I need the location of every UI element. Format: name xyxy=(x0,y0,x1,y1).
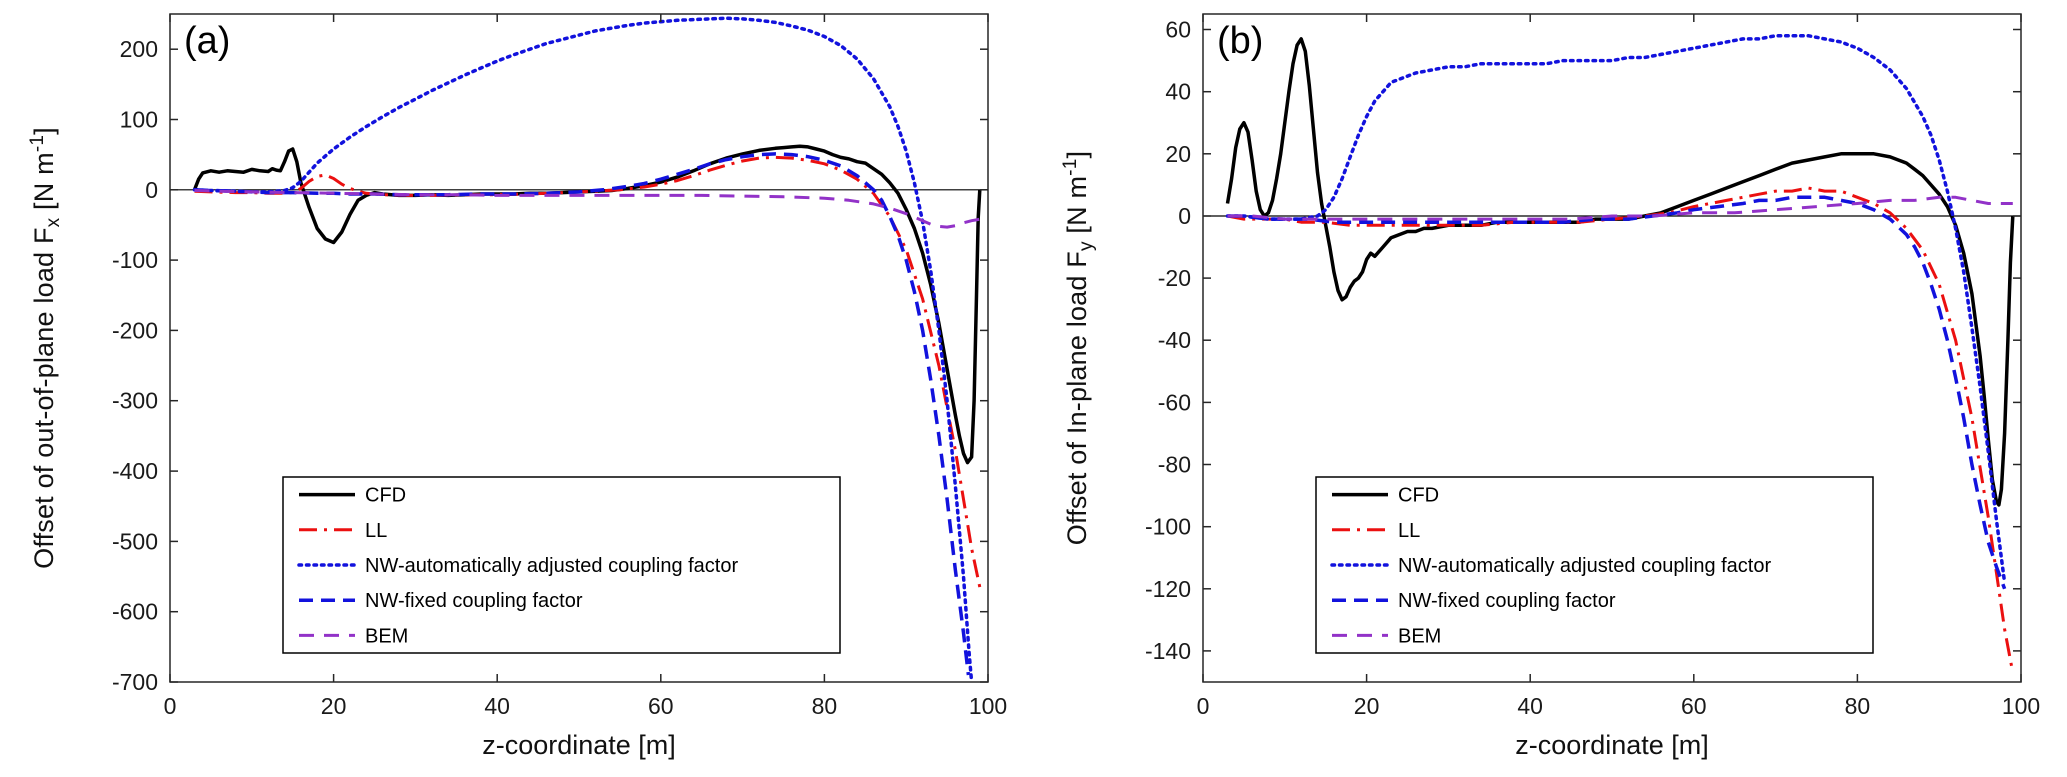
legend-label: NW-fixed coupling factor xyxy=(365,590,583,612)
series-nw-automatically-adjusted-coupling-factor xyxy=(192,16,974,682)
legend-label: NW-automatically adjusted coupling facto… xyxy=(1398,555,1771,577)
series-ll xyxy=(1227,186,2015,673)
series-nw-fixed-coupling-factor xyxy=(194,152,971,676)
x-tick-label: 0 xyxy=(1197,693,1210,719)
y-tick-label: 100 xyxy=(120,107,158,133)
x-tick-label: 0 xyxy=(164,693,177,719)
plot-a-canvas: 0 20 40 60 80 100 200 100 0 -100 -200 -300 -400 -500 -… xyxy=(112,13,1007,719)
legend-label: BEM xyxy=(365,625,408,647)
ylabel-b-unit-close: ] xyxy=(1061,150,1092,159)
x-axis-label-a: z-coordinate [m] xyxy=(482,730,676,760)
legend-label: CFD xyxy=(1398,485,1439,507)
ylabel-a-unit-open: [N m xyxy=(28,152,59,218)
x-tick-label: 40 xyxy=(484,693,510,719)
y-tick-label: 40 xyxy=(1165,79,1191,105)
legend-label: BEM xyxy=(1398,625,1441,647)
y-tick-label: -100 xyxy=(1145,514,1191,540)
x-tick-label: 80 xyxy=(812,693,838,719)
y-tick-label: -300 xyxy=(112,388,158,414)
x-tick-label: 100 xyxy=(969,693,1007,719)
axes-box xyxy=(1202,13,2022,683)
legend-label: LL xyxy=(365,520,387,542)
y-tick-label: -100 xyxy=(112,247,158,273)
x-tick-label: 40 xyxy=(1517,693,1543,719)
plot-b-canvas: 0 20 40 60 80 100 60 40 20 0 -20 -40 -60 -80 -100 -120 -… xyxy=(1145,13,2040,719)
series-cfd xyxy=(1225,37,2015,507)
y-axis-label-b: Offset of In-plane load Fy [N m-1] xyxy=(1060,151,1098,545)
ylabel-a-text: Offset of out-of-plane load F xyxy=(28,227,59,569)
series-nw-fixed-coupling-factor xyxy=(1227,195,2007,590)
x-tick-label: 80 xyxy=(1845,693,1871,719)
legend-box xyxy=(1315,476,1874,654)
y-tick-label: -500 xyxy=(112,528,158,554)
y-tick-label: -700 xyxy=(112,669,158,695)
y-tick-label: 60 xyxy=(1165,17,1191,43)
panel-b: 0 20 40 60 80 100 60 40 20 0 -20 -40 -60 -80 -100 -120 -… xyxy=(1033,0,2066,777)
x-tick-label: 60 xyxy=(648,693,674,719)
panel-a: 0 20 40 60 80 100 200 100 0 -100 -200 -300 -400 -500 -… xyxy=(0,0,1033,777)
y-tick-label: -120 xyxy=(1145,576,1191,602)
axes-box xyxy=(169,13,989,683)
y-tick-label: -140 xyxy=(1145,638,1191,664)
y-tick-label: -20 xyxy=(1158,265,1191,291)
legend-label: NW-fixed coupling factor xyxy=(1398,590,1616,612)
y-tick-label: 20 xyxy=(1165,141,1191,167)
ylabel-a-unit-close: ] xyxy=(28,127,59,135)
y-tick-label: -600 xyxy=(112,599,158,625)
x-tick-label: 100 xyxy=(2002,693,2040,719)
legend-box xyxy=(282,476,841,654)
series-group xyxy=(1225,33,2015,673)
series-bem xyxy=(194,189,981,229)
y-tick-label: -40 xyxy=(1158,327,1191,353)
legend-label: LL xyxy=(1398,520,1420,542)
legend-label: CFD xyxy=(365,485,406,507)
x-tick-label: 20 xyxy=(1354,693,1380,719)
x-axis-label-b: z-coordinate [m] xyxy=(1515,730,1709,760)
ylabel-b-text: Offset of In-plane load F xyxy=(1061,251,1092,546)
panel-letter-a: (a) xyxy=(184,20,231,62)
series-bem xyxy=(1227,195,2013,221)
y-tick-label: 0 xyxy=(1178,203,1191,229)
ylabel-b-unit-open: [N m xyxy=(1061,175,1092,242)
y-tick-label: -80 xyxy=(1158,452,1191,478)
series-group xyxy=(192,16,982,682)
ylabel-a-superscript: -1 xyxy=(26,134,48,153)
ylabel-a-subscript: x xyxy=(43,217,65,228)
y-tick-label: -400 xyxy=(112,458,158,484)
ylabel-b-subscript: y xyxy=(1076,241,1098,252)
y-tick-label: 0 xyxy=(145,177,158,203)
x-tick-label: 60 xyxy=(1681,693,1707,719)
x-tick-label: 20 xyxy=(321,693,347,719)
ylabel-b-superscript: -1 xyxy=(1059,158,1081,176)
panel-letter-b: (b) xyxy=(1217,20,1264,62)
y-tick-label: -200 xyxy=(112,317,158,343)
legend-label: NW-automatically adjusted coupling facto… xyxy=(365,555,738,577)
y-tick-label: -60 xyxy=(1158,389,1191,415)
y-tick-label: 200 xyxy=(120,36,158,62)
series-nw-automatically-adjusted-coupling-factor xyxy=(1225,33,2007,585)
y-axis-label-a: Offset of out-of-plane load Fx [N m-1] xyxy=(27,127,65,569)
